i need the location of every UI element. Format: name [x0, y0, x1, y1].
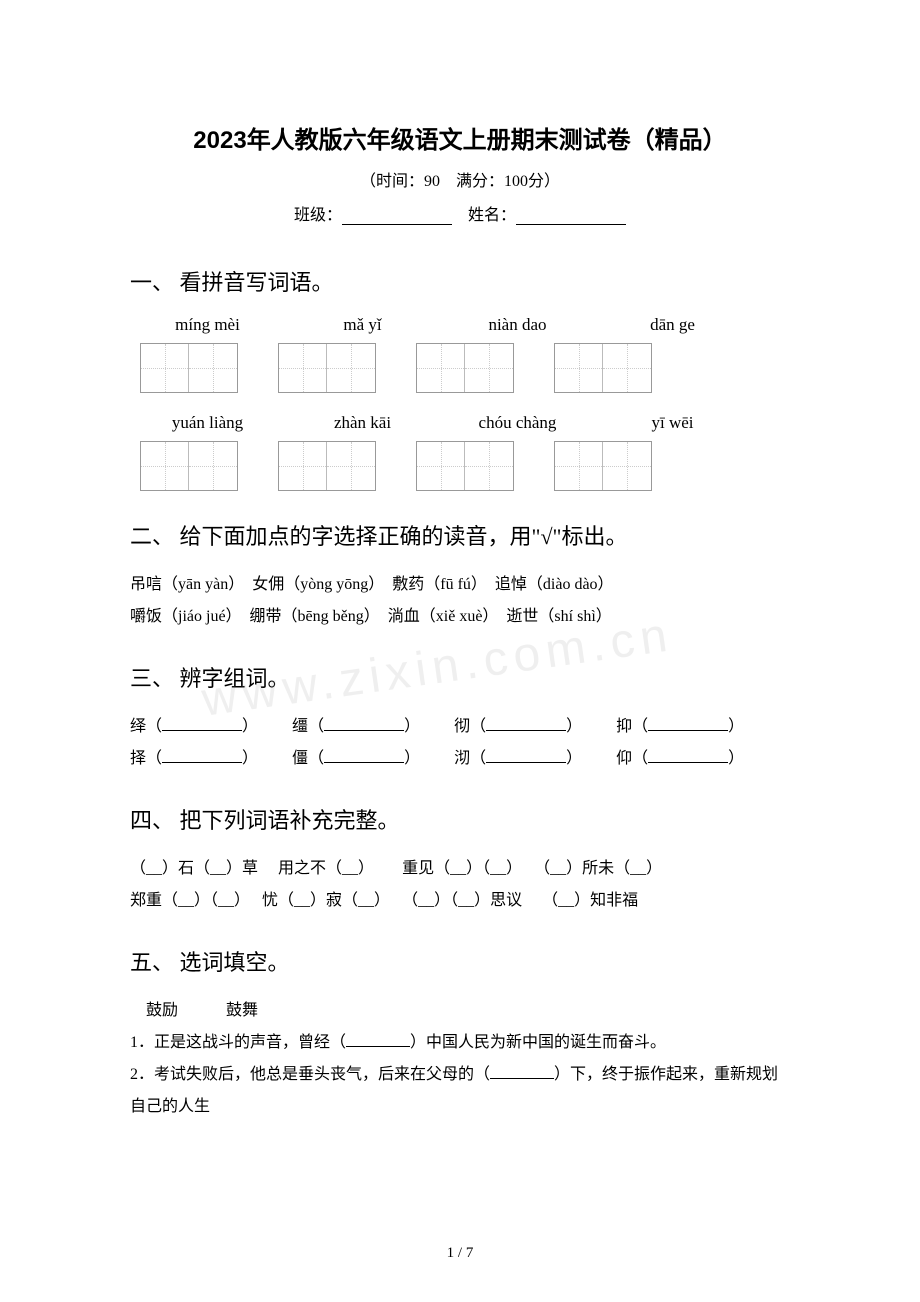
pinyin-5: yuán liàng: [150, 413, 265, 433]
pinyin-row-2: yuán liàng zhàn kāi chóu chàng yī wēi: [130, 413, 790, 433]
blank[interactable]: [324, 715, 404, 731]
blank[interactable]: [346, 1031, 410, 1047]
s2l2c: 淌血（xiě xuè）: [388, 608, 499, 625]
s3-2-2: 僵: [292, 750, 308, 767]
pinyin-8: yī wēi: [615, 413, 730, 433]
blank[interactable]: [648, 747, 728, 763]
s3-2-1: 择: [130, 750, 146, 767]
char-box[interactable]: [554, 441, 652, 491]
s4l2b: 忧（__）寂（__）: [262, 892, 382, 909]
subtitle: （时间：90 满分：100分）: [130, 167, 790, 191]
s2l2a: 嚼饭（jiáo jué）: [130, 608, 242, 625]
char-box[interactable]: [278, 441, 376, 491]
char-box[interactable]: [554, 343, 652, 393]
blank[interactable]: [486, 747, 566, 763]
section-1-heading: 一、 看拼音写词语。: [130, 265, 790, 297]
section-4-heading: 四、 把下列词语补充完整。: [130, 803, 790, 835]
s3-1-3: 彻: [454, 718, 470, 735]
section-5-body: 鼓励 鼓舞 1．正是这战斗的声音，曾经（ ）中国人民为新中国的诞生而奋斗。 2．考…: [130, 995, 790, 1123]
char-box[interactable]: [140, 441, 238, 491]
page-number: 1 / 7: [0, 1245, 920, 1262]
char-box[interactable]: [416, 441, 514, 491]
section-4-body: （__）石（__）草 用之不（__） 重见（__）（__） （__）所未（__）…: [130, 853, 790, 917]
s4l1c: 重见（__）（__）: [402, 860, 514, 877]
blank[interactable]: [162, 747, 242, 763]
s2l2d: 逝世（shí shì）: [506, 608, 611, 625]
pinyin-4: dān ge: [615, 315, 730, 335]
s4l1d: （__）所未（__）: [534, 860, 662, 877]
blank[interactable]: [648, 715, 728, 731]
section-3-body: 绎（） 缰（） 彻（） 抑（） 择（） 僵（） 沏（） 仰（）: [130, 711, 790, 775]
char-box[interactable]: [416, 343, 514, 393]
s5q1pre: 1．正是这战斗的声音，曾经（: [130, 1034, 346, 1051]
s2l2b: 绷带（bēng běng）: [250, 608, 380, 625]
section-2-body: 吊唁（yān yàn） 女佣（yòng yōng） 敷药（fū fú） 追悼（d…: [130, 569, 790, 633]
s2l1d: 追悼（diào dào）: [495, 576, 614, 593]
s5-words: 鼓励 鼓舞: [146, 1002, 258, 1019]
s4l1a: （__）石（__）草: [130, 860, 258, 877]
info-line: 班级： 姓名：: [130, 201, 790, 225]
s4l2a: 郑重（__）（__）: [130, 892, 242, 909]
char-box[interactable]: [278, 343, 376, 393]
s5q1post: ）中国人民为新中国的诞生而奋斗。: [410, 1034, 666, 1051]
s3-2-3: 沏: [454, 750, 470, 767]
blank[interactable]: [490, 1063, 554, 1079]
s4l2d: （__）知非福: [542, 892, 638, 909]
blank[interactable]: [486, 715, 566, 731]
s3-1-4: 抑: [616, 718, 632, 735]
box-row-1: [130, 343, 790, 393]
s3-2-4: 仰: [616, 750, 632, 767]
section-3-heading: 三、 辨字组词。: [130, 661, 790, 693]
blank[interactable]: [162, 715, 242, 731]
blank[interactable]: [324, 747, 404, 763]
s2l1c: 敷药（fū fú）: [392, 576, 487, 593]
pinyin-row-1: míng mèi mǎ yǐ niàn dao dān ge: [130, 315, 790, 335]
s3-1-1: 绎: [130, 718, 146, 735]
section-5-heading: 五、 选词填空。: [130, 945, 790, 977]
s2l1b: 女佣（yòng yōng）: [252, 576, 384, 593]
name-label: 姓名：: [468, 207, 516, 224]
pinyin-6: zhàn kāi: [305, 413, 420, 433]
name-blank[interactable]: [516, 207, 626, 225]
class-blank[interactable]: [342, 207, 452, 225]
pinyin-1: míng mèi: [150, 315, 265, 335]
s4l1b: 用之不（__）: [278, 860, 366, 877]
class-label: 班级：: [294, 207, 342, 224]
pinyin-7: chóu chàng: [460, 413, 575, 433]
s3-1-2: 缰: [292, 718, 308, 735]
section-2-heading: 二、 给下面加点的字选择正确的读音，用"√"标出。: [130, 519, 790, 551]
s5q2pre: 2．考试失败后，他总是垂头丧气，后来在父母的（: [130, 1066, 490, 1083]
page-title: 2023年人教版六年级语文上册期末测试卷（精品）: [130, 120, 790, 155]
pinyin-2: mǎ yǐ: [305, 315, 420, 335]
pinyin-3: niàn dao: [460, 315, 575, 335]
char-box[interactable]: [140, 343, 238, 393]
s2l1a: 吊唁（yān yàn）: [130, 576, 244, 593]
s4l2c: （__）（__）思议: [402, 892, 522, 909]
box-row-2: [130, 441, 790, 491]
